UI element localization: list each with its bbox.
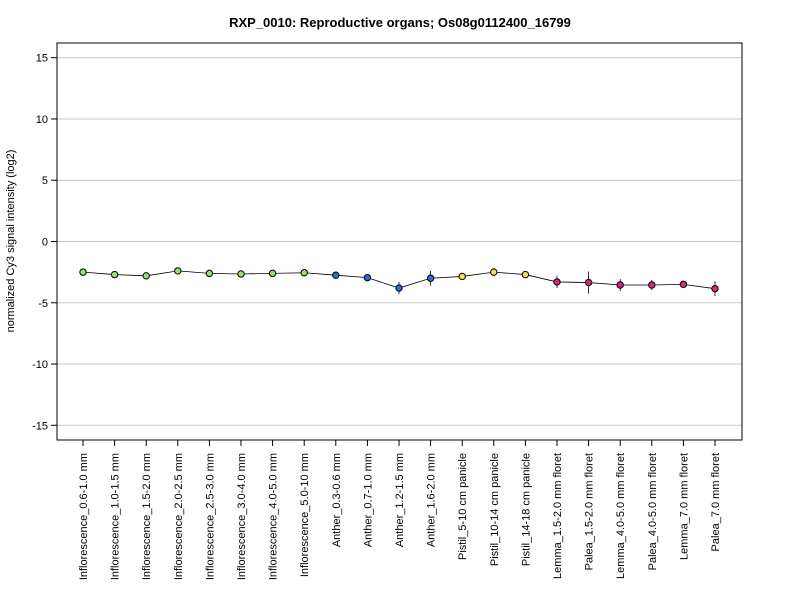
data-point xyxy=(142,272,150,280)
x-tick-label: Inflorescence_5.0-10 mm xyxy=(299,453,311,577)
x-tick-label: Inflorescence_0.6-1.0 mm xyxy=(78,453,90,580)
y-tick-label: 0 xyxy=(42,237,48,249)
chart-title: RXP_0010: Reproductive organs; Os08g0112… xyxy=(229,15,571,30)
x-tick-label: Pistil_5-10 cm panicle xyxy=(457,453,469,560)
x-tick-label: Anther_0.7-1.0 mm xyxy=(362,453,374,547)
data-point xyxy=(110,270,119,279)
y-axis-title: normalized Cy3 signal intensity (log2) xyxy=(5,150,17,333)
x-tick-label: Palea_1.5-2.0 mm floret xyxy=(584,453,596,570)
y-tick-label: -10 xyxy=(32,359,48,371)
data-point xyxy=(237,270,245,278)
data-point xyxy=(205,269,214,278)
data-series xyxy=(79,267,719,297)
x-tick-label: Pistil_10-14 cm panicle xyxy=(489,453,501,566)
x-tick-label: Palea_7.0 mm floret xyxy=(710,453,722,551)
x-tick-label: Inflorescence_3.0-4.0 mm xyxy=(236,453,248,580)
x-tick-label: Inflorescence_1.5-2.0 mm xyxy=(141,453,153,580)
x-tick-label: Inflorescence_1.0-1.5 mm xyxy=(110,453,122,580)
data-point xyxy=(174,267,182,275)
data-point xyxy=(426,274,435,282)
data-point xyxy=(521,270,530,279)
data-point xyxy=(553,278,561,286)
y-tick-label: 5 xyxy=(42,175,48,187)
y-tick-label: 15 xyxy=(36,53,48,65)
data-point xyxy=(616,281,624,289)
data-point xyxy=(490,268,498,276)
data-point xyxy=(395,284,403,292)
x-tick-label: Anther_1.2-1.5 mm xyxy=(394,453,406,547)
y-tick-label: -5 xyxy=(38,298,48,310)
x-axis: Inflorescence_0.6-1.0 mm Inflorescence_1.… xyxy=(78,440,722,580)
y-axis: 15 10 5 0 -5 -10 -15 xyxy=(32,53,57,432)
data-point xyxy=(79,268,87,276)
data-point xyxy=(300,269,308,277)
x-tick-label: Inflorescence_2.0-2.5 mm xyxy=(173,453,185,580)
gridlines xyxy=(57,57,742,426)
x-tick-label: Lemma_1.5-2.0 mm floret xyxy=(552,453,564,579)
x-tick-label: Inflorescence_4.0-5.0 mm xyxy=(268,453,280,580)
data-point xyxy=(584,278,593,287)
data-point xyxy=(711,284,719,293)
data-point xyxy=(268,269,277,278)
y-tick-label: -15 xyxy=(32,420,48,432)
x-tick-label: Pistil_14-18 cm panicle xyxy=(520,453,532,566)
x-tick-label: Lemma_7.0 mm floret xyxy=(678,453,690,560)
x-tick-label: Anther_0.3-0.6 mm xyxy=(331,453,343,547)
x-tick-label: Palea_4.0-5.0 mm floret xyxy=(647,453,659,570)
data-point xyxy=(648,281,656,289)
data-point xyxy=(679,280,688,289)
y-tick-label: 10 xyxy=(36,114,48,126)
data-point xyxy=(332,271,340,279)
data-point xyxy=(458,272,466,281)
x-tick-label: Lemma_4.0-5.0 mm floret xyxy=(615,453,627,579)
x-tick-label: Inflorescence_2.5-3.0 mm xyxy=(204,453,216,580)
x-tick-label: Anther_1.6-2.0 mm xyxy=(426,453,438,547)
data-point xyxy=(363,273,372,282)
